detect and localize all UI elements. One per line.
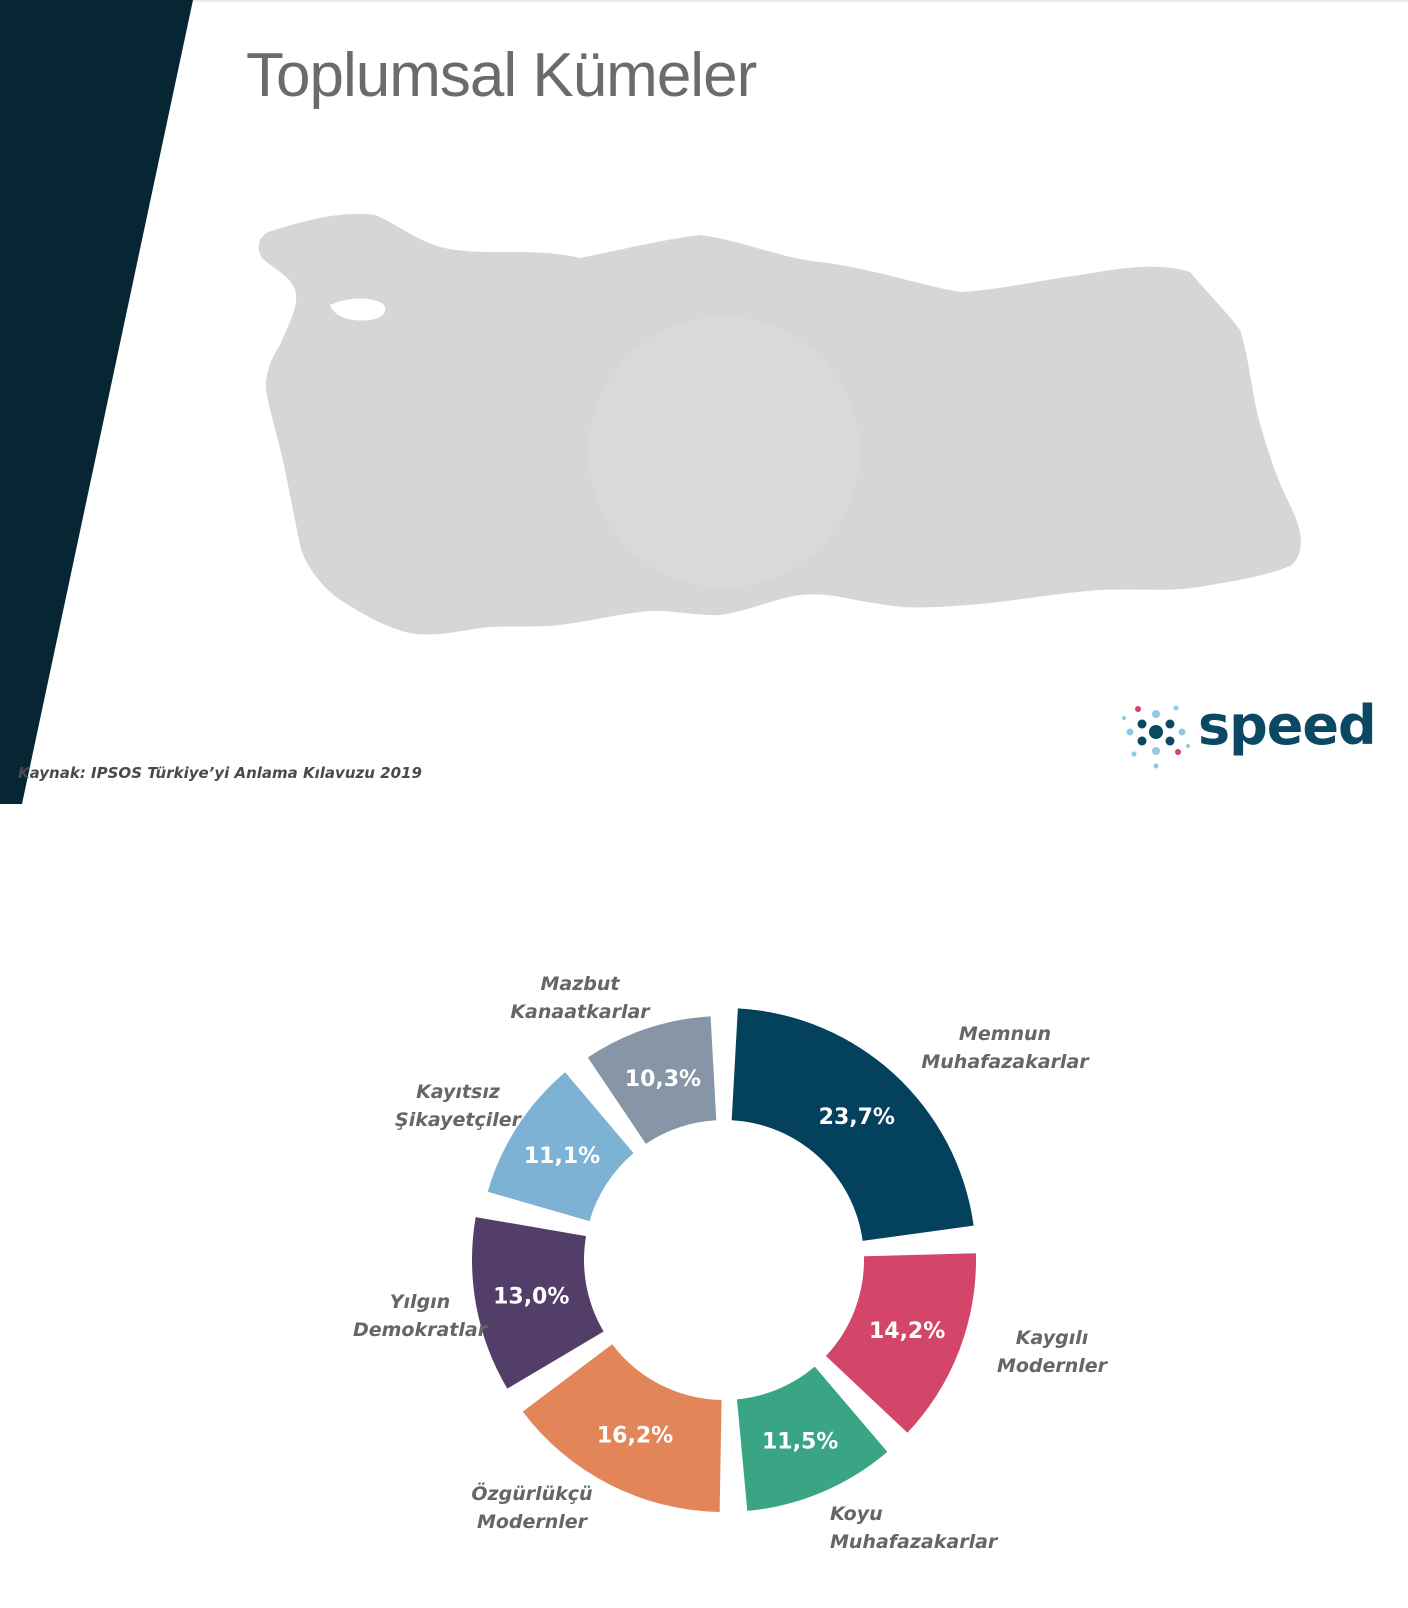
speed-logo-icon [1122, 705, 1190, 769]
slide-background [0, 0, 1408, 804]
category-label-line: Şikayetçiler [395, 1109, 523, 1131]
slice-category-label: Koyu Muhafazakarlar [830, 1503, 999, 1553]
category-label-line: Mazbut [541, 973, 621, 995]
sidebar-shape [0, 0, 193, 804]
slice-value-label: 16,2% [597, 1424, 673, 1449]
slide: 23,7% 14,2% 11,5% 16,2% 13,0% 11,1% 10,3% Memn… [0, 0, 1408, 1553]
slice-category-label: Kayıtsız Şikayetçiler [395, 1081, 523, 1131]
slice-value-label: 14,2% [869, 1319, 945, 1344]
category-label-line: Modernler [997, 1355, 1109, 1377]
marmara-sea-shape [330, 298, 386, 321]
page-title: Toplumsal Kümeler [246, 41, 757, 110]
source-note: Kaynak: IPSOS Türkiye’yi Anlama Kılavuzu… [18, 764, 422, 782]
category-label-line: Muhafazakarlar [830, 1531, 999, 1553]
category-label-line: Memnun [959, 1023, 1051, 1045]
slice-category-label: Yılgın Demokratlar [353, 1291, 489, 1341]
category-label-line: Kanaatkarlar [510, 1001, 651, 1023]
category-label-line: Demokratlar [353, 1319, 489, 1341]
slice-category-label: Kaygılı Modernler [997, 1327, 1109, 1377]
donut-chart: 23,7% 14,2% 11,5% 16,2% 13,0% 11,1% 10,3% Memn… [353, 973, 1109, 1553]
slice-value-label: 10,3% [625, 1067, 701, 1092]
category-label-line: Kaygılı [1016, 1327, 1088, 1349]
slice-value-label: 13,0% [493, 1285, 569, 1310]
slice-category-label: Memnun Muhafazakarlar [921, 1023, 1090, 1073]
slice-value-label: 11,1% [524, 1144, 600, 1169]
slice-category-label: Özgürlükçü Modernler [471, 1481, 592, 1533]
category-label-line: Muhafazakarlar [921, 1051, 1090, 1073]
category-label-line: Özgürlükçü [471, 1481, 592, 1505]
slice-value-label: 11,5% [762, 1430, 838, 1455]
slice-value-label: 23,7% [819, 1105, 895, 1130]
category-label-line: Modernler [477, 1511, 589, 1533]
speed-logo-text: speed [1198, 694, 1377, 757]
slice-category-label: Mazbut Kanaatkarlar [510, 973, 651, 1023]
center-hole [588, 316, 860, 588]
category-label-line: Kayıtsız [416, 1081, 501, 1103]
category-label-line: Yılgın [390, 1291, 450, 1313]
category-label-line: Koyu [830, 1503, 883, 1525]
